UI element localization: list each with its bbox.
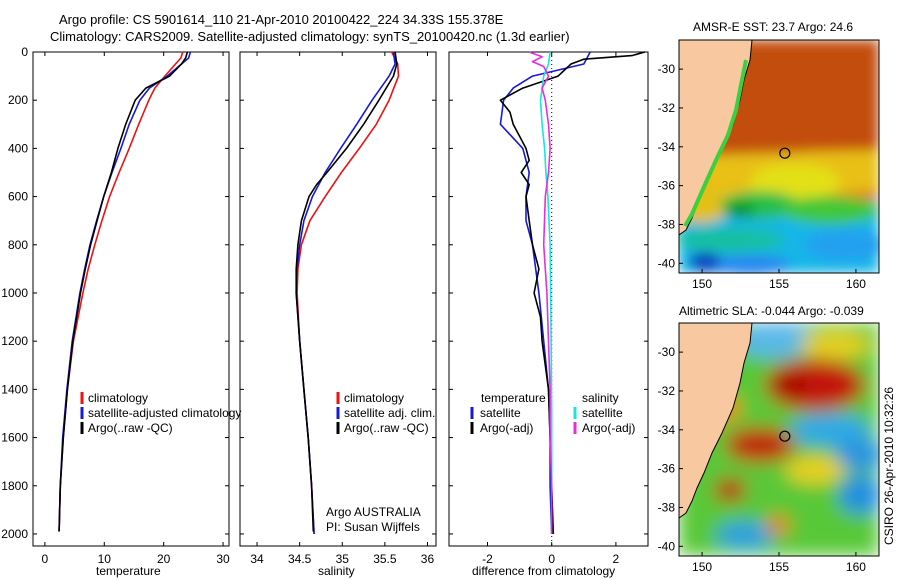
legend-label: Argo(..raw -QC) [344, 421, 429, 435]
map-y-tick-label: -30 [658, 62, 676, 76]
y-tick-label: 400 [8, 141, 28, 155]
map-y-tick-label: -40 [658, 539, 676, 553]
legend-label: Argo(..raw -QC) [88, 421, 173, 435]
x-tick-label: 36 [421, 552, 435, 566]
x-tick-label: 30 [216, 552, 230, 566]
map-x-tick-label: 160 [846, 277, 866, 291]
series-line [296, 51, 400, 535]
argo-float-marker [779, 430, 791, 442]
sla-land [679, 323, 752, 518]
x-tick-label: 0 [42, 552, 49, 566]
series-line [58, 51, 189, 532]
sst-map-title: AMSR-E SST: 23.7 Argo: 24.6 [693, 20, 853, 34]
argo-credit-line2: PI: Susan Wijffels [326, 520, 420, 534]
csiro-timestamp: CSIRO 26-Apr-2010 10:32:26 [882, 387, 896, 545]
map-x-tick-label: 155 [769, 560, 789, 574]
difference-legend: temperature satellite Argo(-adj) salinit… [470, 391, 635, 435]
y-tick-label: 200 [8, 93, 28, 107]
legend-label: Argo(-adj) [582, 421, 635, 435]
temperature-chart: 0 10 20 30 0 200 400 600 800 1000 1200 1400 1600 1800… [1, 45, 230, 566]
sla-map-title: Altimetric SLA: -0.044 Argo: -0.039 [679, 304, 864, 318]
sst-map-axes: 150 155 160 -30 -32 -34 -36 -38 -40 [658, 62, 867, 291]
salinity-panel-frame [239, 51, 437, 547]
x-tick-label: -2 [482, 552, 493, 566]
y-tick-label: 2000 [1, 527, 28, 541]
figure-title-line2: Climatology: CARS2009. Satellite-adjuste… [50, 29, 570, 44]
y-tick-label: 1000 [1, 286, 28, 300]
sst-land [679, 40, 752, 235]
legend-label: satellite [480, 406, 521, 420]
y-tick-label: 1800 [1, 479, 28, 493]
x-tick-label: 35.5 [373, 552, 397, 566]
y-tick-label: 1200 [1, 334, 28, 348]
difference-panel-frame [448, 51, 649, 547]
map-y-tick-label: -40 [658, 256, 676, 270]
map-y-tick-label: -32 [658, 101, 676, 115]
map-y-tick-label: -38 [658, 500, 676, 514]
series-line [58, 51, 192, 532]
salinity-legend: climatology satellite adj. clim. Argo(..… [336, 391, 435, 435]
series-line [539, 51, 553, 534]
series-line [499, 51, 646, 535]
salinity-axis-label: salinity [318, 564, 355, 578]
series-line [295, 51, 396, 535]
x-tick-label: 34.5 [288, 552, 312, 566]
x-tick-label: 20 [157, 552, 171, 566]
map-y-tick-label: -32 [658, 384, 676, 398]
map-x-tick-label: 150 [692, 560, 712, 574]
temperature-legend: climatology satellite-adjusted climatolo… [80, 391, 241, 435]
series-line [528, 51, 553, 534]
figure-title-line1: Argo profile: CS 5901614_110 21-Apr-2010… [59, 12, 504, 27]
map-x-tick-label: 155 [769, 277, 789, 291]
map-x-tick-label: 160 [846, 560, 866, 574]
map-y-tick-label: -38 [658, 217, 676, 231]
y-tick-label: 1400 [1, 382, 28, 396]
map-x-tick-label: 150 [692, 277, 712, 291]
legend-label: satellite-adjusted climatology [88, 406, 241, 420]
legend-label: satellite [582, 406, 623, 420]
sst-map: 150 155 160 -30 -32 -34 -36 -38 -40 [658, 39, 880, 291]
series-line [58, 51, 184, 532]
sst-shelf [683, 59, 748, 228]
x-tick-label: 0 [548, 552, 555, 566]
legend-label: climatology [344, 391, 404, 405]
salinity-chart: 34 34.5 35 35.5 36 [240, 51, 436, 566]
sla-map-axes: 150 155 160 -30 -32 -34 -36 -38 -40 [658, 345, 867, 574]
x-tick-label: 2 [613, 552, 620, 566]
legend-label: satellite adj. clim. [344, 406, 435, 420]
map-y-tick-label: -36 [658, 462, 676, 476]
legend-heading-salinity: salinity [582, 391, 619, 405]
legend-heading-temperature: temperature [481, 391, 546, 405]
x-tick-label: 10 [98, 552, 112, 566]
argo-float-marker [779, 147, 791, 159]
sla-coastline [679, 323, 753, 519]
y-tick-label: 1600 [1, 431, 28, 445]
difference-chart: -2 0 2 [449, 51, 648, 566]
argo-credit-line1: Argo AUSTRALIA [326, 505, 421, 519]
x-tick-label: 35 [336, 552, 350, 566]
y-tick-label: 0 [21, 45, 28, 59]
x-tick-label: 34 [250, 552, 264, 566]
sla-map: 150 155 160 -30 -32 -34 -36 -38 -40 [658, 322, 880, 574]
map-y-tick-label: -34 [658, 140, 676, 154]
map-y-tick-label: -34 [658, 423, 676, 437]
y-tick-label: 800 [8, 238, 28, 252]
y-tick-label: 600 [8, 190, 28, 204]
temperature-axis-label: temperature [96, 564, 161, 578]
legend-label: climatology [88, 391, 148, 405]
legend-label: Argo(-adj) [480, 421, 533, 435]
series-line [295, 51, 398, 532]
map-y-tick-label: -36 [658, 179, 676, 193]
map-y-tick-label: -30 [658, 345, 676, 359]
difference-axis-label: difference from climatology [472, 564, 615, 578]
temperature-panel-frame [32, 51, 230, 547]
